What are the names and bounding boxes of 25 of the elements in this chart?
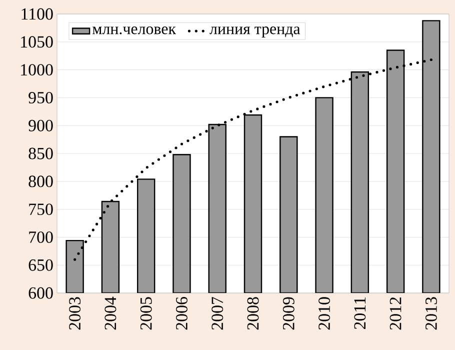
x-tick-label: 2012 <box>390 297 402 330</box>
x-tick-label: 2007 <box>212 297 224 330</box>
y-tick-label: 900 <box>28 120 53 132</box>
y-tick-label: 800 <box>28 176 53 188</box>
x-tick-label: 2003 <box>69 297 81 330</box>
y-tick-label: 850 <box>28 148 53 160</box>
legend-label: линия тренда <box>210 26 300 38</box>
y-tick-label: 700 <box>29 231 53 243</box>
y-tick-label: 750 <box>29 204 53 216</box>
y-tick-label: 1100 <box>22 8 53 20</box>
x-tick-label: 2005 <box>140 297 152 330</box>
y-tick-label: 650 <box>28 259 53 271</box>
x-tick-label: 2013 <box>425 297 437 330</box>
x-tick-label: 2009 <box>282 297 294 330</box>
x-tick-label: 2008 <box>247 297 259 330</box>
y-tick-label: 950 <box>28 92 53 104</box>
x-tick-label: 2010 <box>318 297 330 330</box>
y-tick-label: 1000 <box>21 64 53 76</box>
x-tick-label: 2011 <box>354 298 366 330</box>
line-series <box>74 58 432 261</box>
x-tick-label: 2004 <box>104 296 116 330</box>
y-tick-label: 600 <box>28 287 53 299</box>
legend-label: млн.человек <box>92 26 176 34</box>
x-tick-label: 2006 <box>176 297 188 330</box>
y-tick-label: 1050 <box>21 36 53 48</box>
